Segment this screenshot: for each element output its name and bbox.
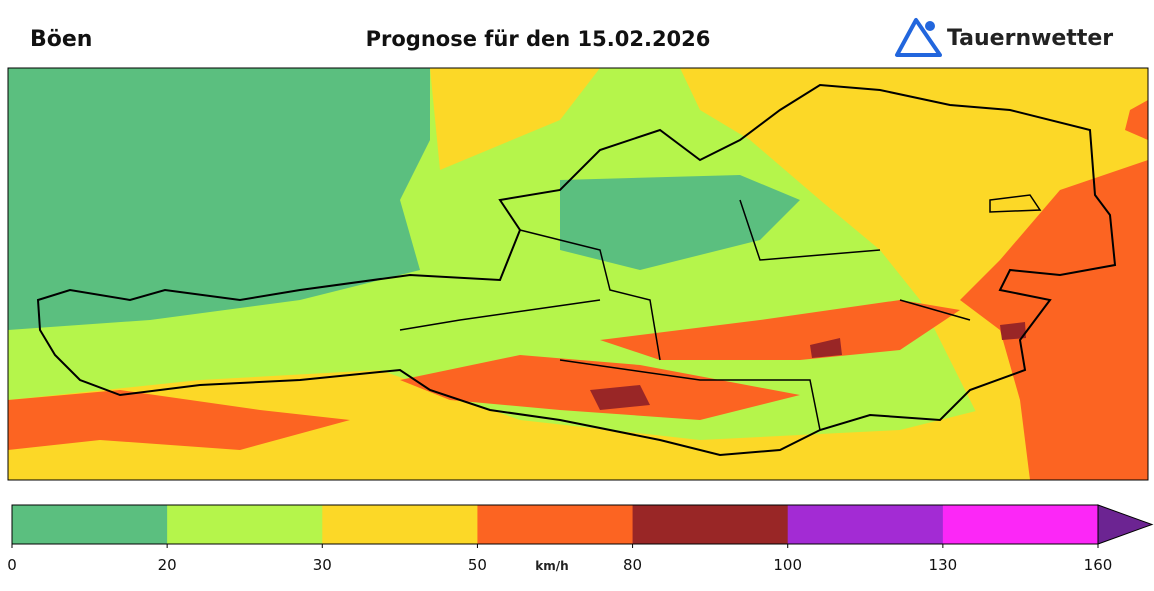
region-high xyxy=(600,300,960,360)
title: Böen xyxy=(30,27,92,52)
colorbar-tick-label: 100 xyxy=(773,556,802,574)
colorbar-segment xyxy=(477,505,634,544)
logo-dot xyxy=(925,21,935,31)
region-high xyxy=(960,160,1148,480)
colorbar-segment xyxy=(787,505,944,544)
country-border xyxy=(36,83,1117,457)
map-frame xyxy=(7,67,1149,481)
colorbar-segment xyxy=(167,505,323,544)
colorbar-tick-label: 0 xyxy=(7,556,17,574)
region-mid xyxy=(8,370,1148,480)
colorbar-tick-label: 160 xyxy=(1084,556,1113,574)
colorbar-tick-label: 30 xyxy=(313,556,332,574)
region-low xyxy=(8,68,430,330)
colorbar-tick-label: 130 xyxy=(929,556,958,574)
colorbar-tick-label: 80 xyxy=(623,556,642,574)
colorbar-tick-label: 50 xyxy=(468,556,487,574)
colorbar-segment xyxy=(12,505,168,544)
logo-triangle xyxy=(895,18,942,57)
map xyxy=(7,67,1149,481)
colorbar-segment xyxy=(942,505,1099,544)
colorbar-segment xyxy=(632,505,789,544)
subtitle: Prognose für den 15.02.2026 xyxy=(366,27,711,51)
region-high xyxy=(400,355,800,420)
logo: Tauernwetter xyxy=(895,18,1113,57)
state-border xyxy=(399,194,1042,431)
colorbar: 0 20 30 50 80 100 130 160 xyxy=(7,504,1154,574)
region-high xyxy=(1125,100,1148,140)
region-high xyxy=(8,390,350,450)
colorbar-segment xyxy=(322,505,478,544)
region-severe xyxy=(590,322,1026,410)
colorbar-frame xyxy=(11,504,1099,545)
logo-text: Tauernwetter xyxy=(947,26,1113,51)
region-low xyxy=(560,175,800,270)
colorbar-unit: km/h xyxy=(535,559,568,573)
colorbar-extend xyxy=(1097,504,1154,545)
region-mid xyxy=(430,68,600,170)
colorbar-tick-label: 20 xyxy=(158,556,177,574)
